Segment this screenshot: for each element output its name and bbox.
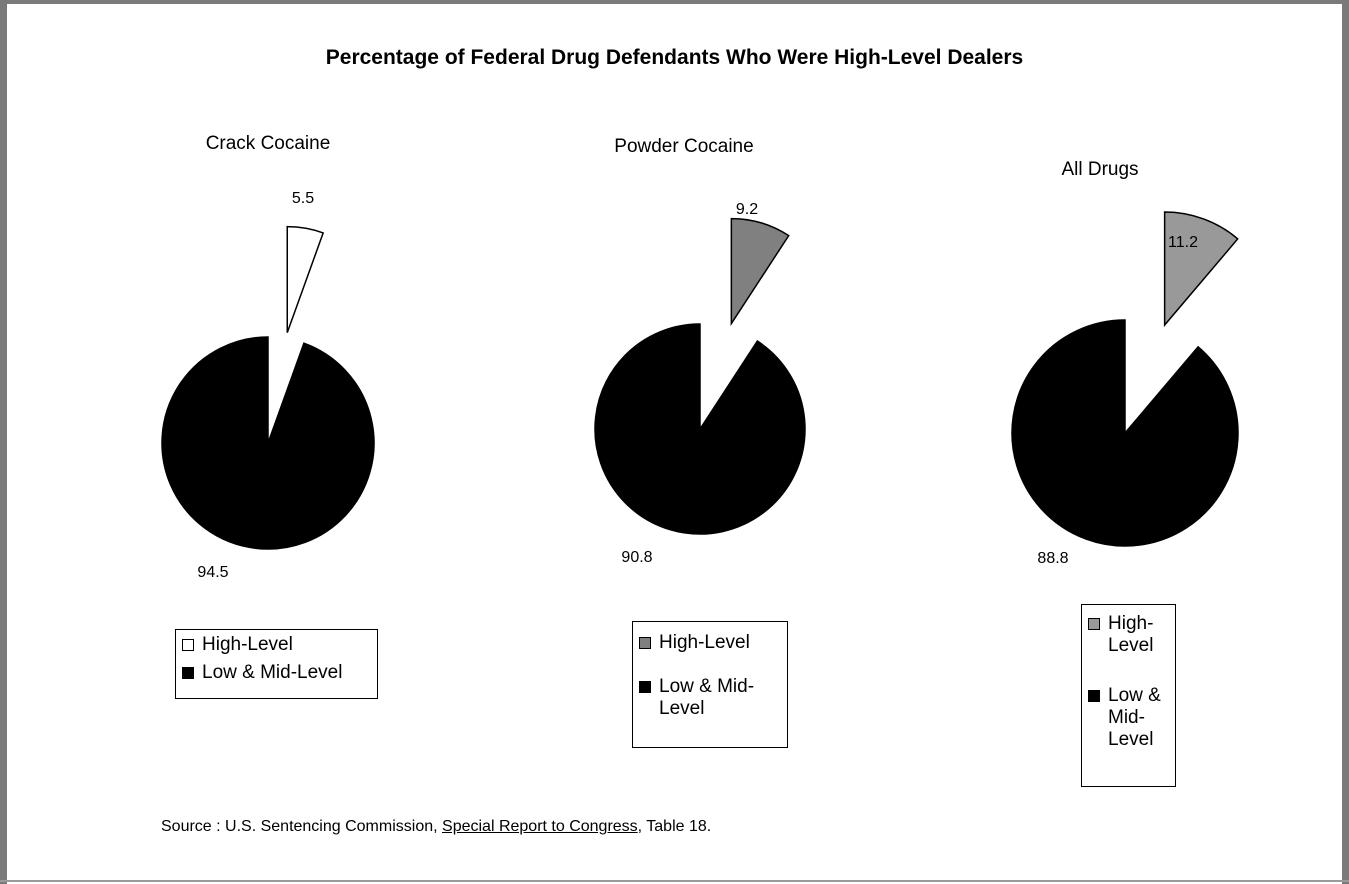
legend-swatch-high [182,639,194,651]
legend-label-high: High-Level [1108,613,1154,656]
source-prefix: Source : U.S. Sentencing Commission, [161,818,443,835]
legend-label-low: Low & Mid-Level [659,676,755,719]
pie-data-label: 88.8 [1037,550,1068,567]
pie-slice-low-mid-level [1011,319,1239,547]
pie-data-label: 9.2 [736,201,758,218]
legend-swatch-high [1088,618,1100,630]
legend-swatch-low [182,667,194,679]
legend-crack: High-Level Low & Mid-Level [175,629,378,699]
legend-powder: High-Level Low & Mid-Level [632,621,788,748]
pie-data-label: 90.8 [621,549,652,566]
legend-item-low: Low & Mid-Level [1088,685,1169,751]
pie-title-powder: Powder Cocaine [614,136,754,157]
legend-label-high: High-Level [659,632,750,653]
source-note: Source : U.S. Sentencing Commission, Spe… [161,818,711,836]
legend-all: High-Level Low & Mid-Level [1081,604,1176,787]
pie-data-label: 11.2 [1168,234,1198,251]
pie-data-label: 94.5 [197,564,228,581]
legend-label-low: Low & Mid-Level [202,662,343,683]
legend-swatch-low [1088,690,1100,702]
legend-item-high: High-Level [639,632,781,654]
pie-slice-high-level [1163,211,1239,328]
pie-slice-high-level [286,225,325,333]
pie-slice-high-level [730,217,790,327]
chart-title: Percentage of Federal Drug Defendants Wh… [325,46,1024,69]
legend-item-high: High-Level [1088,613,1169,657]
legend-swatch-high [639,637,651,649]
legend-label-high: High-Level [202,634,293,655]
pie-slice-low-mid-level [161,336,375,550]
source-suffix: , Table 18. [637,818,712,835]
legend-item-low: Low & Mid-Level [639,676,781,720]
legend-item-high: High-Level [182,634,371,656]
legend-item-low: Low & Mid-Level [182,662,371,684]
pie-data-label: 5.5 [292,190,314,207]
pie-title-all: All Drugs [1061,159,1139,180]
pie-slice-low-mid-level [594,323,806,535]
source-report-title: Special Report to Congress [442,818,638,835]
bottom-rule [0,880,1349,882]
legend-swatch-low [639,681,651,693]
pie-title-crack: Crack Cocaine [205,133,331,154]
legend-label-low: Low & Mid-Level [1108,685,1161,750]
